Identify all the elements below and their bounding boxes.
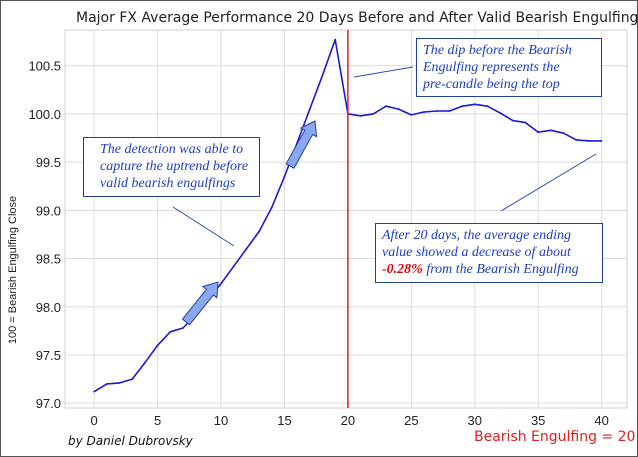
decrease-highlight: -0.28% <box>382 262 423 277</box>
x-tick-label: 15 <box>277 413 291 428</box>
connector-dip <box>353 66 414 78</box>
data-point <box>397 108 400 110</box>
x-tick-label: 35 <box>531 413 545 428</box>
author-credit: by Daniel Dubrovsky <box>68 434 193 448</box>
annotation-decrease: After 20 days, the average ending value … <box>375 223 603 283</box>
data-point <box>562 132 565 135</box>
data-point <box>486 105 489 108</box>
y-tick-label: 100.5 <box>28 59 61 74</box>
data-point <box>334 38 337 41</box>
x-tick-label: 0 <box>91 413 98 428</box>
data-point <box>232 265 235 268</box>
annotation-uptrend-line-2: capture the uptrend before <box>100 159 249 174</box>
data-point <box>385 105 387 108</box>
annotation-uptrend-line-3: valid bearish engulfings <box>100 176 236 191</box>
connector-layer <box>172 66 597 247</box>
data-point <box>283 175 286 178</box>
x-tick-label: 40 <box>594 413 608 428</box>
y-axis-label: 100 = Bearish Engulfing Close <box>7 196 19 344</box>
x-tick-label: 30 <box>468 413 482 428</box>
y-tick-label: 98.5 <box>36 252 61 267</box>
connector-uptrend <box>172 206 235 247</box>
annotation-uptrend: The detection was able to capture the up… <box>83 137 260 197</box>
data-point <box>524 121 527 124</box>
data-point <box>270 206 273 209</box>
data-point <box>435 110 438 112</box>
chart-title: Major FX Average Performance 20 Days Bef… <box>76 10 638 26</box>
annotation-dip-line-2: Engulfing represents the <box>423 60 560 75</box>
y-tick-label: 100.0 <box>28 107 61 122</box>
y-tick-label: 97.0 <box>36 396 61 411</box>
y-tick-label: 99.0 <box>36 203 61 218</box>
x-tick-label: 5 <box>154 413 161 428</box>
data-point <box>359 114 362 117</box>
annotation-uptrend-line-1: The detection was able to <box>100 142 244 157</box>
trend-arrow-upper <box>285 120 318 169</box>
data-point <box>473 103 476 106</box>
axes: 0 5 10 15 20 25 30 35 40 97.0 97.5 98.0 98.5 99.0 99.5… <box>28 59 608 428</box>
y-tick-label: 98.0 <box>36 300 61 315</box>
data-point <box>549 129 552 132</box>
data-point <box>321 74 324 77</box>
data-point <box>105 382 108 385</box>
y-tick-label: 99.5 <box>36 155 61 170</box>
connector-decrease <box>500 153 597 212</box>
data-point <box>588 139 590 142</box>
x-tick-label: 25 <box>404 413 418 428</box>
data-point <box>499 112 502 114</box>
data-point <box>537 131 540 134</box>
y-tick-label: 97.5 <box>36 348 61 363</box>
data-point <box>308 108 311 110</box>
data-point <box>118 382 121 384</box>
data-point <box>131 378 134 380</box>
annotation-decrease-line-2: value showed a decrease of about <box>382 245 571 260</box>
plot-area-border <box>64 29 628 409</box>
annotation-decrease-line-1: After 20 days, the average ending <box>382 228 571 243</box>
marker-label: Bearish Engulfing = 20 <box>474 429 636 445</box>
annotation-dip-line-3: pre-candle being the top <box>423 77 560 92</box>
data-point <box>575 139 578 141</box>
data-point <box>182 327 184 329</box>
decrease-tail: from the Bearish Engulfing <box>422 262 579 277</box>
x-tick-label: 10 <box>214 413 228 428</box>
annotation-decrease-line-3: -0.28% from the Bearish Engulfing <box>382 261 596 278</box>
data-point <box>144 361 146 364</box>
arrow-layer <box>181 120 318 326</box>
data-point <box>600 139 603 142</box>
annotation-dip-line-1: The dip before the Bearish <box>423 43 572 58</box>
data-point <box>410 113 413 116</box>
data-point <box>245 247 248 250</box>
data-point <box>220 282 222 285</box>
data-point <box>93 390 96 393</box>
data-point <box>423 111 425 113</box>
data-point <box>258 230 260 233</box>
data-point <box>461 105 463 108</box>
trend-arrow-lower <box>181 281 219 326</box>
data-point <box>511 119 514 122</box>
x-tick-label: 20 <box>341 413 355 428</box>
data-point <box>448 110 451 112</box>
data-point <box>156 344 159 347</box>
data-point <box>372 112 375 115</box>
annotation-dip: The dip before the Bearish Engulfing rep… <box>416 38 602 97</box>
data-point <box>169 330 172 333</box>
